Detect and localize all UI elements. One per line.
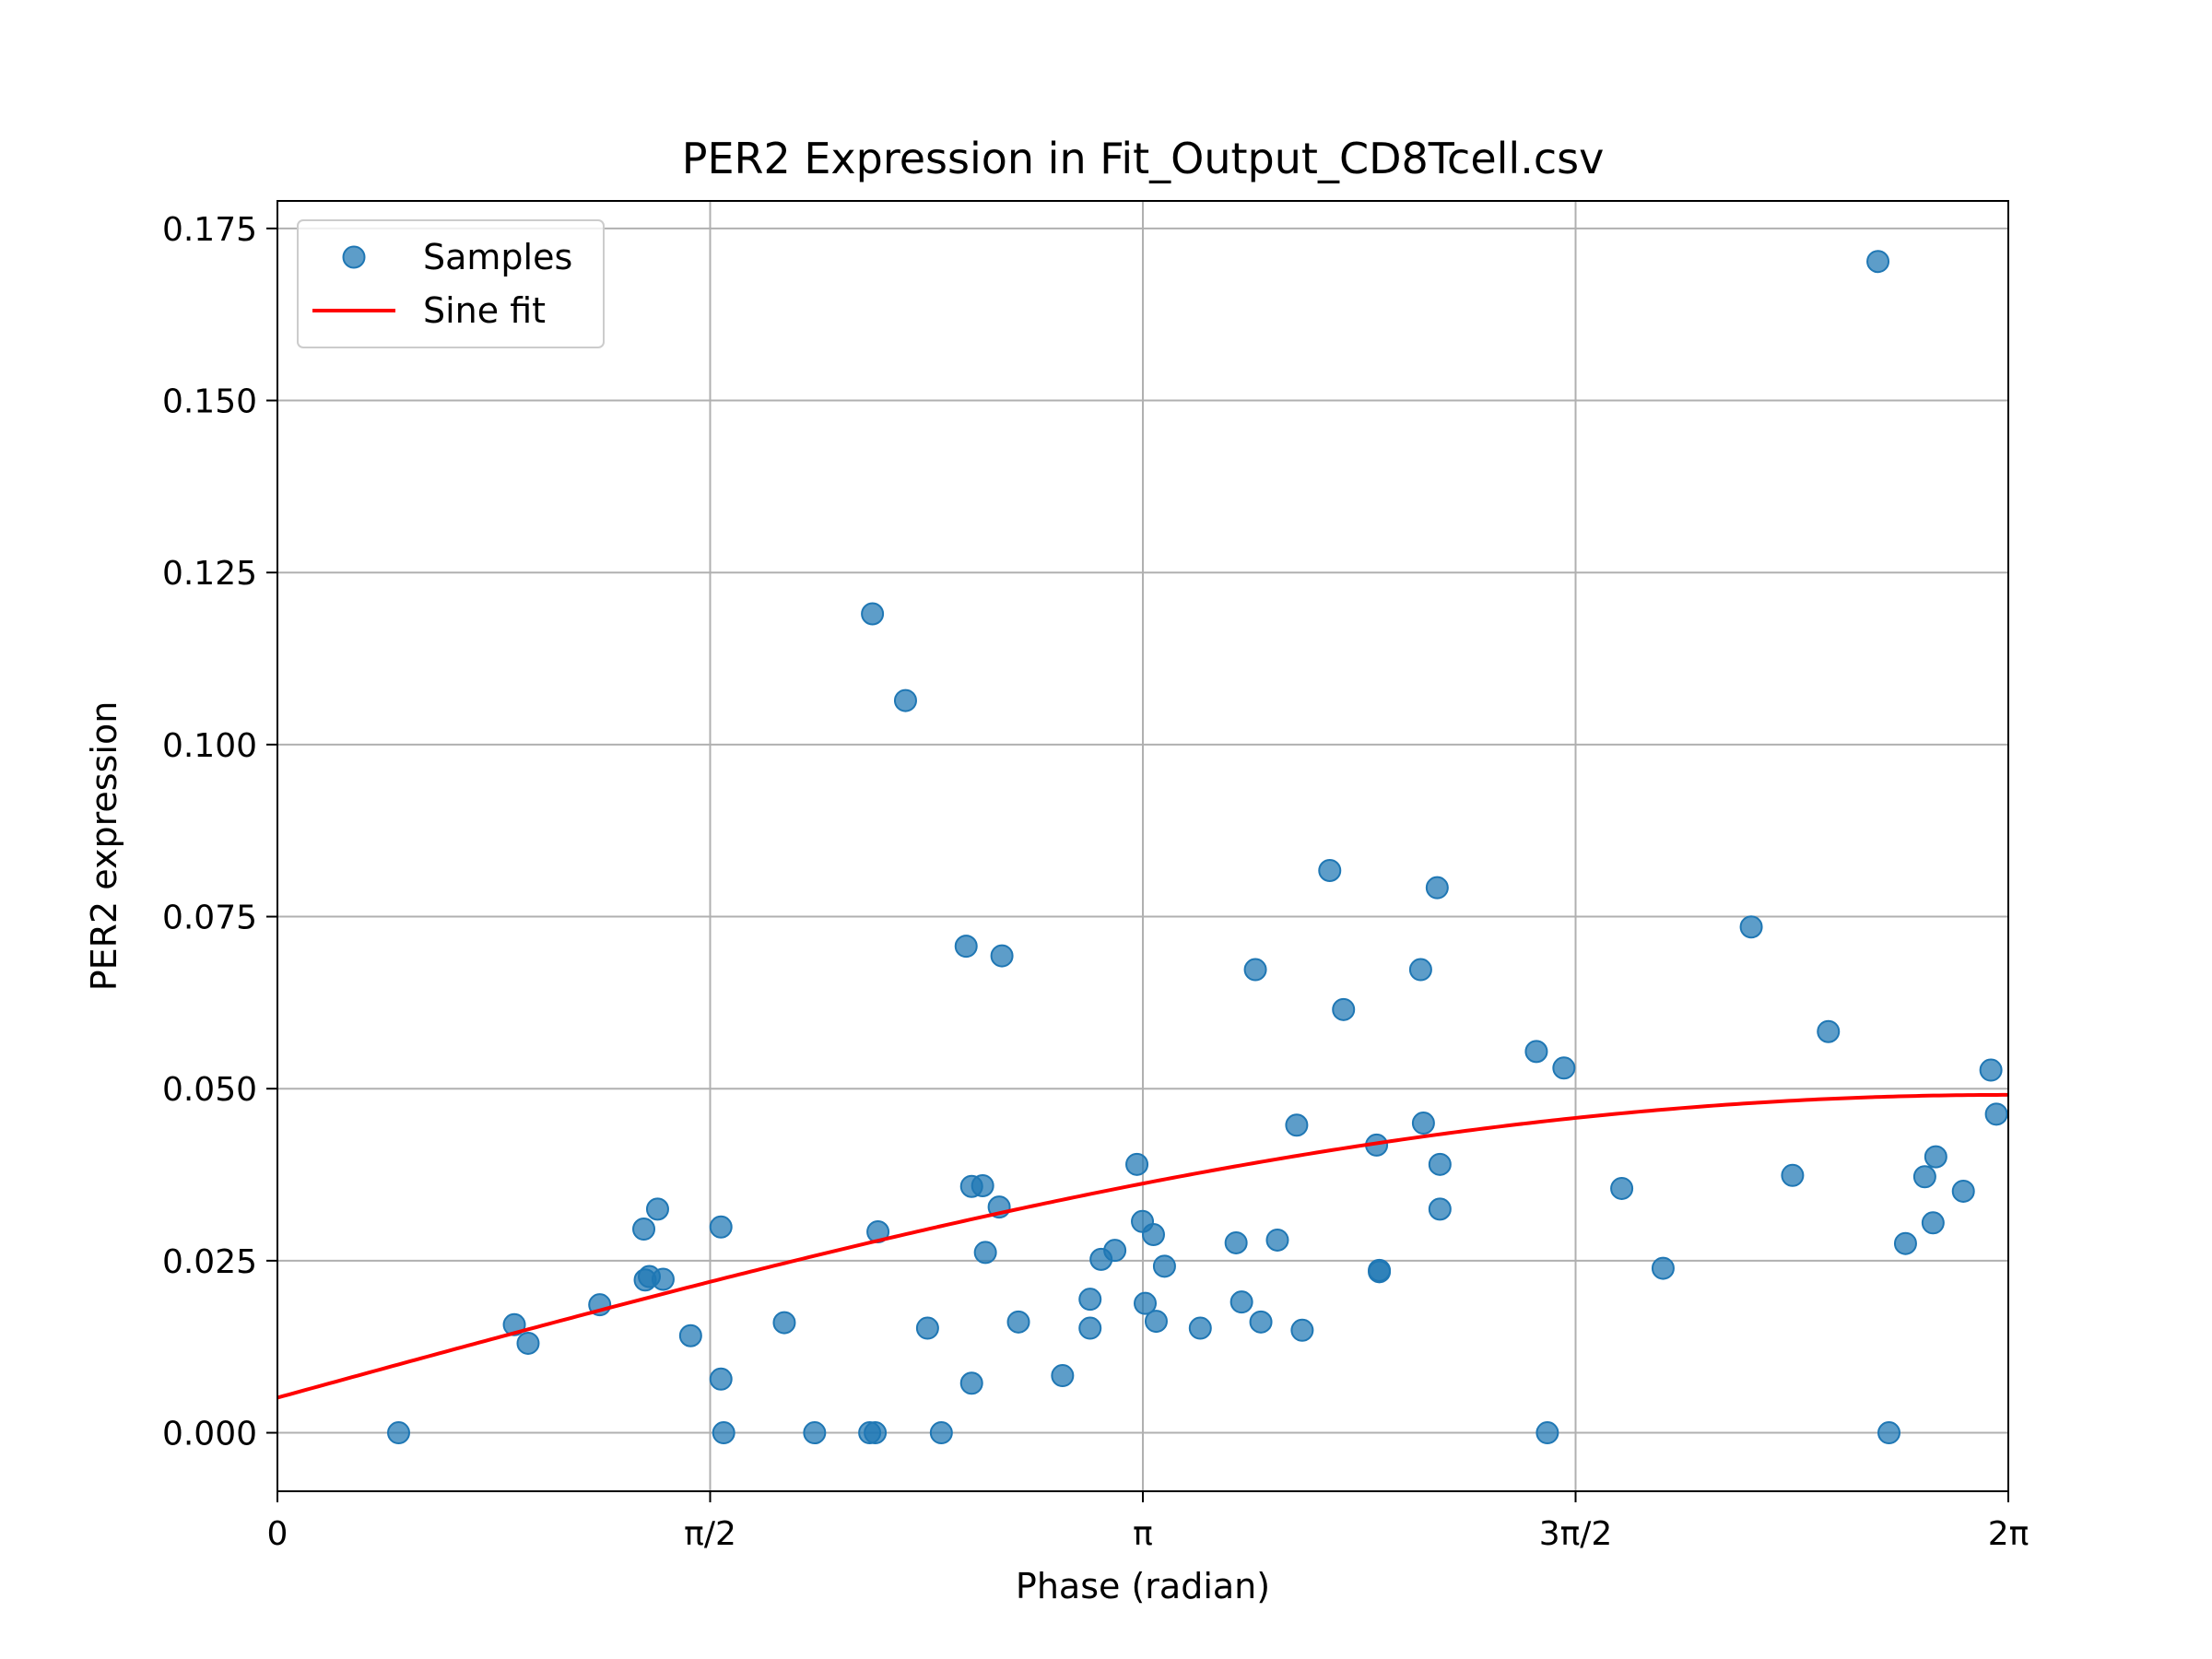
y-tick-label: 0.025 xyxy=(162,1243,257,1281)
data-point xyxy=(1152,1254,1176,1278)
data-point xyxy=(1893,1231,1917,1255)
data-point xyxy=(990,944,1014,968)
data-point xyxy=(1921,1211,1945,1235)
data-point xyxy=(387,1421,411,1445)
data-point xyxy=(1651,1256,1675,1280)
data-point xyxy=(1951,1179,1975,1203)
data-point xyxy=(1552,1056,1576,1080)
data-point xyxy=(1265,1228,1289,1252)
data-point xyxy=(645,1197,669,1221)
data-point xyxy=(1984,1102,2008,1126)
data-point xyxy=(1866,250,1890,274)
data-point xyxy=(1610,1176,1634,1200)
data-point xyxy=(1411,1112,1435,1135)
data-point xyxy=(1368,1260,1392,1284)
x-tick-label: 3π/2 xyxy=(1539,1515,1613,1553)
data-point xyxy=(1188,1316,1212,1340)
data-point xyxy=(1285,1113,1309,1137)
data-point xyxy=(1125,1152,1149,1176)
data-point xyxy=(929,1421,953,1445)
data-point xyxy=(1739,915,1763,939)
axis-ticks: 0 π/2 π 3π/2 2π 0.000 0.025 0.050 0.075 0.100 0.12… xyxy=(162,211,2029,1553)
data-point xyxy=(1134,1291,1158,1315)
y-tick-label: 0.000 xyxy=(162,1416,257,1453)
legend: Samples Sine fit xyxy=(297,219,605,348)
data-point xyxy=(1078,1316,1102,1340)
data-point xyxy=(1078,1288,1102,1312)
data-point xyxy=(893,688,917,712)
data-point xyxy=(1290,1318,1314,1342)
sine-fit-line xyxy=(277,1092,2008,1400)
data-point xyxy=(678,1324,702,1347)
data-point xyxy=(915,1316,939,1340)
y-tick-label: 0.050 xyxy=(162,1071,257,1109)
data-point xyxy=(1318,859,1342,883)
data-point xyxy=(651,1267,675,1291)
data-point xyxy=(864,1421,888,1445)
x-axis-label: Phase (radian) xyxy=(1016,1566,1270,1606)
data-point xyxy=(1535,1421,1559,1445)
y-axis-label: PER2 expression xyxy=(84,701,124,992)
data-point xyxy=(803,1421,827,1445)
data-point xyxy=(712,1421,735,1445)
x-tick-label: π xyxy=(1133,1515,1153,1553)
grid-lines xyxy=(276,201,2009,1491)
data-point xyxy=(516,1331,540,1355)
legend-label-samples: Samples xyxy=(423,237,572,277)
x-tick-label: π/2 xyxy=(684,1515,736,1553)
data-point xyxy=(632,1218,656,1241)
y-tick-label: 0.125 xyxy=(162,555,257,593)
data-point xyxy=(1243,958,1267,982)
data-point xyxy=(1912,1165,1936,1189)
data-point xyxy=(1103,1239,1127,1263)
legend-label-sine-fit: Sine fit xyxy=(423,290,546,331)
legend-marker-samples xyxy=(342,245,366,269)
data-point xyxy=(1428,1152,1452,1176)
data-point xyxy=(1141,1222,1165,1246)
chart-title: PER2 Expression in Fit_Output_CD8Tcell.c… xyxy=(682,134,1605,183)
data-point xyxy=(709,1215,733,1239)
data-point xyxy=(1408,958,1432,982)
data-point xyxy=(959,1371,983,1395)
data-point xyxy=(971,1173,994,1197)
data-point xyxy=(1877,1421,1901,1445)
data-point xyxy=(1051,1364,1075,1388)
data-point xyxy=(709,1367,733,1391)
data-point xyxy=(861,602,885,626)
data-point xyxy=(954,935,978,959)
data-point xyxy=(1979,1058,2003,1082)
y-tick-label: 0.175 xyxy=(162,211,257,249)
data-point xyxy=(1230,1290,1253,1314)
x-tick-label: 2π xyxy=(1988,1515,2030,1553)
data-point xyxy=(1924,1145,1947,1169)
y-tick-label: 0.150 xyxy=(162,383,257,421)
data-point xyxy=(1425,876,1449,900)
data-point xyxy=(1144,1310,1168,1334)
y-tick-label: 0.075 xyxy=(162,900,257,937)
data-point xyxy=(973,1241,997,1265)
legend-box xyxy=(297,219,605,348)
data-point xyxy=(1249,1310,1273,1334)
data-point xyxy=(1332,997,1356,1021)
data-point xyxy=(1524,1040,1548,1064)
y-tick-label: 0.100 xyxy=(162,727,257,765)
data-point xyxy=(1817,1019,1841,1043)
plot-area xyxy=(277,250,2008,1445)
data-point xyxy=(772,1311,796,1335)
data-point xyxy=(1006,1310,1030,1334)
x-tick-label: 0 xyxy=(267,1515,288,1553)
data-point xyxy=(1224,1230,1248,1254)
data-point xyxy=(1428,1197,1452,1221)
data-point xyxy=(1781,1163,1805,1187)
